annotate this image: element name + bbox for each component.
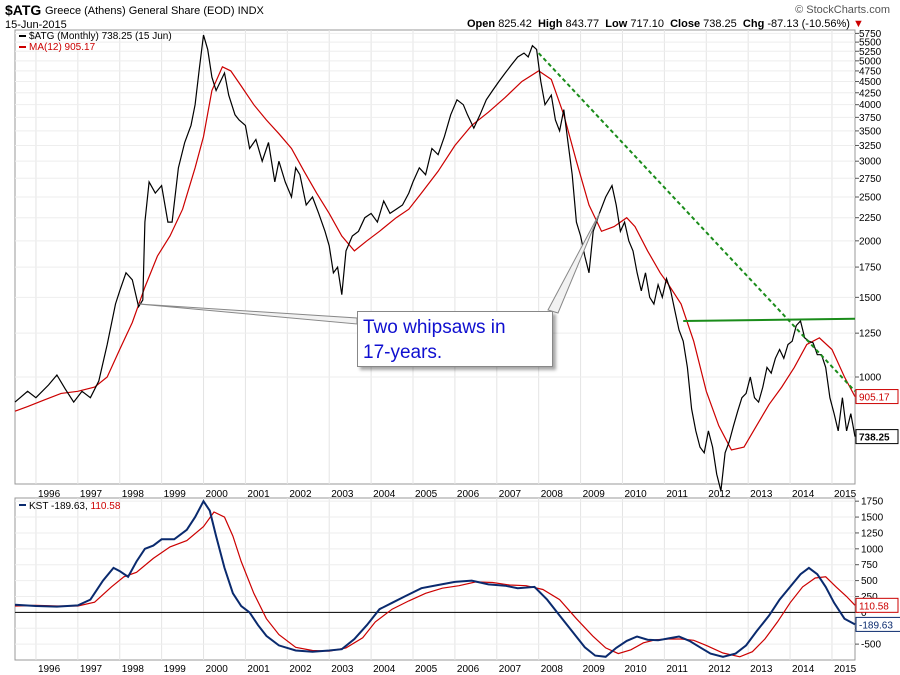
- kst-x-tick-label: 2009: [583, 664, 606, 675]
- price-x-tick-label: 1999: [164, 489, 187, 500]
- price-y-tick-label: 1750: [859, 263, 882, 274]
- kst-x-tick-label: 2013: [750, 664, 773, 675]
- ma12-line: [14, 65, 856, 451]
- price-x-tick-label: 1997: [80, 489, 103, 500]
- price-y-tick-label: 5000: [859, 56, 882, 67]
- ma12-last-value-label: 905.17: [859, 393, 890, 404]
- kst-x-tick-label: 1996: [38, 664, 61, 675]
- price-x-tick-label: 2011: [666, 489, 688, 500]
- kst-y-tick-label: 250: [861, 592, 878, 603]
- price-panel-frame: [14, 29, 856, 485]
- kst-signal-last-value-box: [855, 597, 899, 613]
- price-y-tick-label: 3000: [859, 157, 882, 168]
- price-x-tick-label: 2009: [583, 489, 606, 500]
- price-x-tick-label: 2002: [289, 489, 312, 500]
- price-x-tick-label: 2015: [834, 489, 857, 500]
- support-line: [683, 317, 856, 322]
- kst-x-tick-label: 2000: [206, 664, 229, 675]
- price-x-tick-label: 2001: [247, 489, 270, 500]
- price-x-tick-label: 2000: [206, 489, 229, 500]
- ohlc-readout: Open 825.42 High 843.77 Low 717.10 Close…: [467, 18, 864, 30]
- kst-y-tick-label: 0: [861, 608, 867, 619]
- price-x-tick-label: 2013: [750, 489, 773, 500]
- price-y-tick-label: 2250: [859, 213, 882, 224]
- kst-y-tick-label: 750: [861, 560, 878, 571]
- callout-pointer-right: [547, 213, 600, 314]
- price-last-value-label: 738.25: [859, 433, 890, 444]
- price-y-tick-label: 1250: [859, 329, 882, 340]
- price-y-tick-label: 4250: [859, 88, 882, 99]
- price-y-tick-label: 4000: [859, 100, 882, 111]
- kst-x-tick-label: 2012: [708, 664, 731, 675]
- kst-x-tick-label: 2006: [457, 664, 480, 675]
- price-x-tick-label: 1996: [38, 489, 61, 500]
- price-y-tick-label: 3500: [859, 126, 882, 137]
- kst-y-tick-label: -500: [861, 640, 881, 651]
- price-y-tick-label: 1000: [859, 372, 882, 383]
- kst-x-tick-label: 2008: [541, 664, 564, 675]
- kst-y-tick-label: 1750: [861, 497, 884, 508]
- ma12-last-value-box: [855, 389, 899, 405]
- kst-last-value-label: -189.63: [859, 620, 893, 631]
- kst-y-tick-label: 1000: [861, 544, 884, 555]
- kst-x-tick-label: 2002: [289, 664, 312, 675]
- price-x-tick-label: 2012: [708, 489, 731, 500]
- kst-legend-label: KST -189.63, 110.58: [29, 501, 121, 512]
- stockcharts-logo[interactable]: © StockCharts.com: [795, 4, 890, 16]
- kst-x-tick-label: 1997: [80, 664, 103, 675]
- kst-signal-line: [14, 511, 856, 658]
- price-x-tick-label: 2005: [415, 489, 438, 500]
- price-y-tick-label: 5750: [859, 29, 882, 40]
- kst-x-tick-label: 2015: [834, 664, 857, 675]
- kst-panel-frame: [14, 497, 856, 661]
- price-x-tick-label: 2010: [624, 489, 647, 500]
- symbol-title: $ATG: [5, 2, 42, 18]
- kst-y-tick-label: 1250: [861, 528, 884, 539]
- kst-y-tick-label: 500: [861, 576, 878, 587]
- price-x-tick-label: 2004: [373, 489, 396, 500]
- kst-signal-last-value-label: 110.58: [859, 601, 889, 612]
- price-legend-label: MA(12) 905.17: [29, 42, 96, 53]
- price-last-value-box: [855, 429, 899, 445]
- price-y-tick-label: 5250: [859, 47, 882, 58]
- whipsaw-annotation: Two whipsaws in 17-years.: [357, 311, 553, 367]
- price-y-tick-label: 2500: [859, 193, 882, 204]
- annotation-line-2: 17-years.: [363, 342, 443, 363]
- kst-x-tick-label: 1998: [122, 664, 145, 675]
- price-x-tick-label: 1998: [122, 489, 145, 500]
- price-y-tick-label: 2000: [859, 236, 882, 247]
- kst-x-tick-label: 2010: [624, 664, 647, 675]
- downtrend-line: [537, 52, 856, 392]
- price-y-tick-label: 2750: [859, 174, 882, 185]
- price-y-tick-label: 1500: [859, 293, 882, 304]
- kst-x-tick-label: 1999: [164, 664, 187, 675]
- index-description: Greece (Athens) General Share (EOD) INDX: [45, 5, 264, 17]
- price-x-tick-label: 2003: [331, 489, 354, 500]
- price-y-tick-label: 5500: [859, 38, 882, 49]
- chart-date: 15-Jun-2015: [5, 19, 67, 31]
- kst-x-tick-label: 2001: [247, 664, 270, 675]
- price-x-tick-label: 2014: [792, 489, 815, 500]
- kst-y-tick-label: 1500: [861, 513, 884, 524]
- price-x-tick-label: 2006: [457, 489, 480, 500]
- atg-price-line: [14, 34, 856, 492]
- price-y-tick-label: 4750: [859, 66, 882, 77]
- kst-x-tick-label: 2005: [415, 664, 438, 675]
- price-y-tick-label: 3250: [859, 141, 882, 152]
- kst-x-tick-label: 2014: [792, 664, 815, 675]
- price-y-tick-label: 4500: [859, 77, 882, 88]
- kst-x-tick-label: 2004: [373, 664, 396, 675]
- kst-x-tick-label: 2003: [331, 664, 354, 675]
- kst-last-value-box: [855, 616, 900, 632]
- annotation-line-1: Two whipsaws in: [363, 317, 506, 338]
- price-x-tick-label: 2007: [499, 489, 522, 500]
- price-x-tick-label: 2008: [541, 489, 564, 500]
- kst-line: [14, 499, 856, 658]
- kst-x-tick-label: 2007: [499, 664, 522, 675]
- price-y-tick-label: 3750: [859, 113, 882, 124]
- kst-x-tick-label: 2011: [666, 664, 688, 675]
- price-legend-label: $ATG (Monthly) 738.25 (15 Jun): [29, 31, 172, 42]
